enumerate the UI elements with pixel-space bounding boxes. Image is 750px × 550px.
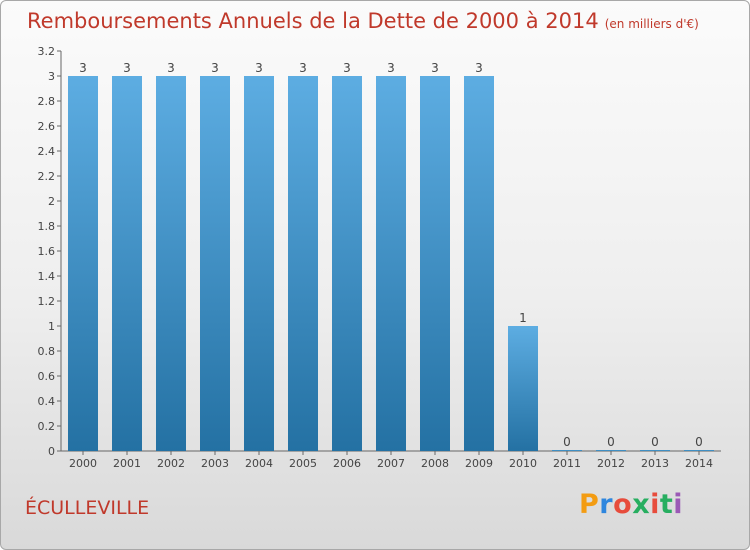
logo-letter: t [659, 489, 674, 520]
data-label: 3 [343, 61, 351, 75]
bar-2006 [332, 76, 362, 451]
chart-subtitle: (en milliers d'€) [604, 17, 699, 31]
x-tick-label: 2013 [641, 457, 669, 470]
commune-name: ÉCULLEVILLE [25, 497, 150, 519]
proxiti-logo: Proxiti [579, 489, 683, 520]
data-label: 0 [607, 435, 615, 449]
y-tick-label: 3.2 [38, 45, 56, 58]
y-tick-label: 1.2 [38, 295, 56, 308]
logo-letter: o [613, 489, 633, 520]
x-tick-label: 2000 [69, 457, 97, 470]
logo-letter: i [650, 489, 660, 520]
bar-2011 [552, 450, 582, 451]
logo-letter: P [579, 489, 600, 520]
y-tick-label: 2.6 [38, 120, 56, 133]
bar-2000 [68, 76, 98, 451]
x-tick-label: 2014 [685, 457, 713, 470]
bar-2003 [200, 76, 230, 451]
data-label: 0 [695, 435, 703, 449]
y-tick-label: 3 [48, 70, 55, 83]
data-label: 3 [167, 61, 175, 75]
data-label: 3 [431, 61, 439, 75]
x-tick-label: 2010 [509, 457, 537, 470]
x-tick-label: 2009 [465, 457, 493, 470]
x-tick-label: 2001 [113, 457, 141, 470]
data-label: 0 [563, 435, 571, 449]
data-label: 3 [255, 61, 263, 75]
y-tick-label: 2.4 [38, 145, 56, 158]
logo-letter: x [632, 489, 651, 520]
bar-2007 [376, 76, 406, 451]
data-label: 3 [123, 61, 131, 75]
title-text: Remboursements Annuels de la Dette de 20… [27, 9, 599, 33]
y-tick-label: 0.6 [38, 370, 56, 383]
x-tick-label: 2004 [245, 457, 273, 470]
bar-2001 [112, 76, 142, 451]
data-label: 3 [475, 61, 483, 75]
data-label: 3 [299, 61, 307, 75]
y-tick-label: 1.6 [38, 245, 56, 258]
x-tick-label: 2005 [289, 457, 317, 470]
x-tick-label: 2007 [377, 457, 405, 470]
y-tick-label: 0.8 [38, 345, 56, 358]
y-tick-label: 2.8 [38, 95, 56, 108]
x-tick-label: 2003 [201, 457, 229, 470]
y-tick-label: 0.2 [38, 420, 56, 433]
data-label: 0 [651, 435, 659, 449]
bar-2002 [156, 76, 186, 451]
y-tick-label: 2.2 [38, 170, 56, 183]
data-label: 1 [519, 311, 527, 325]
y-tick-label: 1.8 [38, 220, 56, 233]
logo-letter: i [673, 489, 684, 520]
bar-2004 [244, 76, 274, 451]
x-tick-label: 2012 [597, 457, 625, 470]
bar-2013 [640, 450, 670, 451]
bar-2010 [508, 326, 538, 451]
bar-2014 [684, 450, 714, 451]
y-tick-label: 1.4 [38, 270, 56, 283]
x-tick-label: 2002 [157, 457, 185, 470]
data-label: 3 [211, 61, 219, 75]
bar-2009 [464, 76, 494, 451]
bar-2012 [596, 450, 626, 451]
y-tick-label: 0 [48, 445, 55, 458]
x-tick-label: 2011 [553, 457, 581, 470]
x-tick-label: 2008 [421, 457, 449, 470]
logo-letter: r [599, 489, 614, 520]
data-label: 3 [387, 61, 395, 75]
data-label: 3 [79, 61, 87, 75]
y-tick-label: 2 [48, 195, 55, 208]
bar-2008 [420, 76, 450, 451]
chart-title: Remboursements Annuels de la Dette de 20… [27, 9, 699, 33]
y-tick-label: 0.4 [38, 395, 56, 408]
x-tick-label: 2006 [333, 457, 361, 470]
bar-2005 [288, 76, 318, 451]
y-tick-label: 1 [48, 320, 55, 333]
